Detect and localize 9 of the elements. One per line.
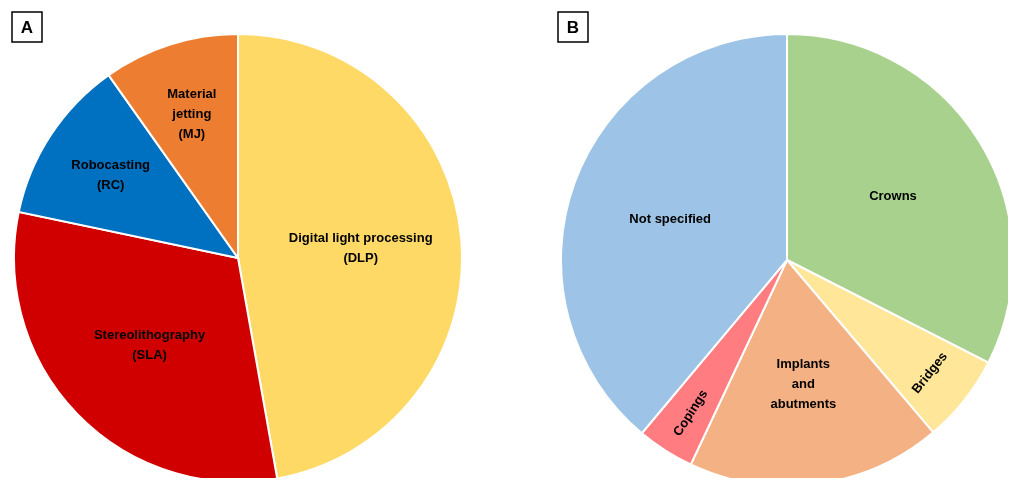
slice-label: Implants and abutments: [770, 356, 837, 412]
slice-label: Material jetting (MJ): [167, 85, 217, 141]
chart-title: B: [566, 18, 580, 37]
slice-label: Digital light processing (DLP): [288, 230, 433, 266]
slice-label: Stereolithography (SLA): [93, 326, 206, 362]
chart-title: A: [20, 18, 34, 37]
slice-label: Not specified: [629, 210, 712, 226]
slice-label: Crowns: [869, 188, 917, 204]
slice-label: Robocasting (RC): [71, 157, 151, 193]
